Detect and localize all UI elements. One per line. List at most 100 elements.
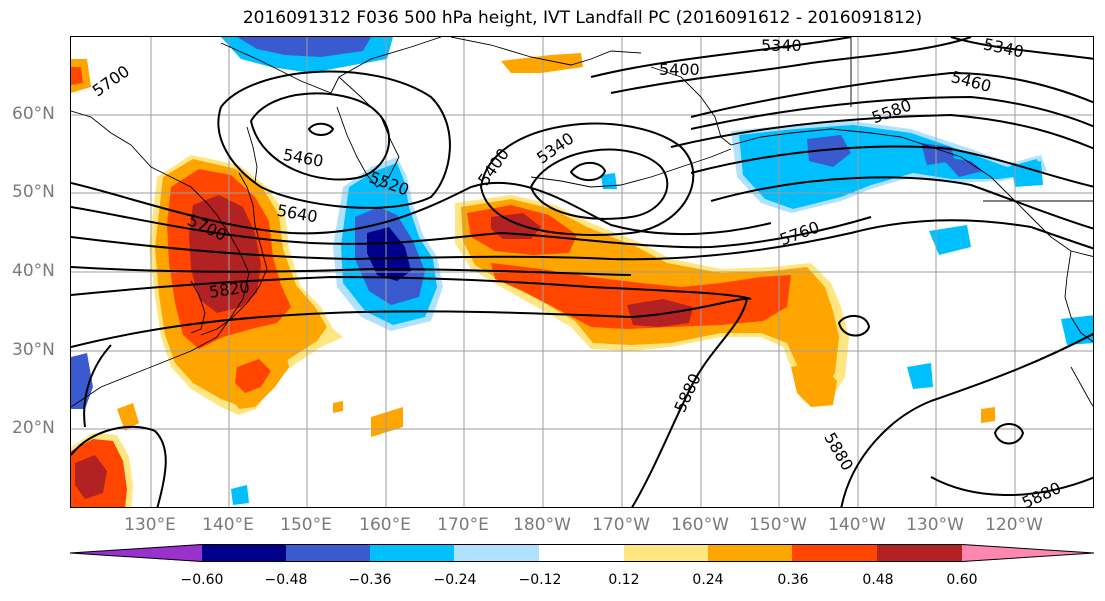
colorbar-bin-1 [202, 544, 287, 562]
lon-label-140e: 140°E [202, 515, 254, 535]
contour-label-5340-ne: 5340 [982, 37, 1026, 62]
shade-sw-blue [71, 353, 93, 409]
colorbar-bin-3 [370, 544, 455, 562]
contour-5460-w-inner [307, 122, 335, 136]
ivt-shading [71, 37, 1093, 507]
contour-label-5400-top: 5400 [659, 60, 700, 79]
contour-5340-top [590, 37, 852, 78]
contour-5880-mid [71, 297, 749, 507]
shade-band-red-mid [491, 263, 791, 329]
shade-japan-red-south [235, 359, 271, 393]
colorbar-tick-neg024: −0.24 [433, 572, 477, 588]
shade-east-blue-b [1011, 161, 1043, 187]
shade-kamchatka-navy [367, 227, 411, 281]
contour-label-5340-center: 5340 [533, 129, 577, 168]
colorbar-bin-2 [286, 544, 371, 562]
coastline-baja [1070, 366, 1093, 407]
lon-label-120w: 120°W [985, 515, 1043, 535]
contour-5340-center [529, 148, 669, 220]
lat-label-60n: 60°N [12, 104, 55, 124]
lat-label-20n: 20°N [12, 418, 55, 438]
shade-band-south-tail [791, 361, 837, 407]
coastline-alaska-west [650, 66, 732, 146]
coastline-asia [71, 110, 250, 408]
contour-label-5700-nw: 5700 [89, 61, 133, 100]
lon-label-160w: 160°W [671, 515, 729, 535]
shade-spot-mid-b [333, 401, 343, 413]
contour-5340-ne [950, 37, 1093, 60]
coastline-okhotsk [220, 37, 442, 94]
coastline-na-west [1064, 250, 1093, 343]
shade-nw-spot-inner [71, 67, 83, 85]
contour-5520 [217, 70, 451, 209]
contour-label-5880-mid: 5880 [670, 370, 704, 415]
lon-label-160e: 160°E [359, 515, 411, 535]
shade-sw-spot [117, 403, 139, 431]
colorbar-bin-4 [454, 544, 540, 562]
contour-5460-w [249, 92, 390, 181]
lon-label-130e: 130°E [124, 515, 176, 535]
coastline-siberia-ne [450, 37, 642, 66]
colorbar-bin-6 [624, 544, 709, 562]
lat-label-50n: 50°N [12, 182, 55, 202]
contour-label-5460-e: 5460 [949, 67, 993, 96]
colorbar-bin-5 [539, 544, 625, 562]
coastline-sakhalin [246, 126, 258, 184]
shade-goa-royal-a [807, 135, 851, 167]
height-contours [71, 37, 1093, 507]
colorbar-tick-neg012: −0.12 [518, 572, 562, 588]
lon-label-150e: 150°E [280, 515, 332, 535]
contour-5520-e [690, 95, 1093, 130]
shade-band-darkred-mid [627, 299, 693, 327]
colorbar-tick-neg048: −0.48 [264, 572, 308, 588]
lat-label-30n: 30°N [12, 340, 55, 360]
colorbar-tick-024: 0.24 [692, 572, 724, 588]
contour-5400-top [610, 37, 972, 94]
contour-5700-e [710, 176, 1093, 230]
colorbar [70, 544, 1094, 562]
contour-5700 [71, 206, 872, 249]
colorbar-tick-060: 0.60 [946, 572, 978, 588]
contour-label-5760: 5760 [777, 217, 822, 249]
colorbar-bin-8 [792, 544, 878, 562]
map-panel: 5700 5460 5520 5640 5700 5820 5400 5340 … [70, 36, 1094, 508]
contour-5880-west-arc [83, 344, 112, 428]
colorbar-over-arrow [962, 544, 1094, 562]
colorbar-tick-neg036: −0.36 [348, 572, 392, 588]
shade-east-blue-e [601, 173, 617, 189]
shade-east-blue-c [1061, 315, 1093, 345]
coastline-korea [190, 280, 206, 334]
shade-spot-mid-a [371, 407, 403, 437]
contour-5880-se [840, 332, 1093, 507]
lat-label-40n: 40°N [12, 261, 55, 281]
contour-small-low [569, 161, 607, 182]
contour-5880-se-b [930, 476, 1093, 496]
colorbar-bin-7 [708, 544, 793, 562]
map-canvas: 5700 5460 5520 5640 5700 5820 5400 5340 … [71, 37, 1093, 507]
contour-5640-e [690, 145, 1093, 188]
colorbar-tick-036: 0.36 [777, 572, 809, 588]
lon-label-130w: 130°W [906, 515, 964, 535]
shade-spot-south-blue [231, 485, 249, 505]
colorbar-tick-048: 0.48 [862, 572, 894, 588]
contour-closed-se [993, 423, 1025, 445]
shade-top-royal [237, 37, 371, 57]
shade-goa-blue [739, 125, 1041, 209]
map-title: 2016091312 F036 500 hPa height, IVT Land… [242, 8, 923, 28]
lon-label-180w: 180°W [513, 515, 571, 535]
contour-5400-center [479, 122, 695, 236]
shade-spot-top-orange [501, 53, 583, 73]
contour-5820-b [71, 266, 632, 276]
contour-5460-e [690, 71, 1093, 118]
contour-5760 [71, 219, 1093, 261]
contour-5820 [71, 275, 752, 300]
contour-closed-e [837, 315, 871, 337]
lon-label-150w: 150°W [749, 515, 807, 535]
contour-5640 [71, 181, 772, 236]
contour-5880-sw [71, 425, 167, 507]
colorbar-tick-neg060: −0.60 [180, 572, 224, 588]
colorbar-under-arrow [70, 544, 202, 562]
shade-goa-royal-c [941, 157, 983, 177]
shade-spot-se [981, 407, 995, 423]
shade-east-blue-a [929, 225, 971, 255]
